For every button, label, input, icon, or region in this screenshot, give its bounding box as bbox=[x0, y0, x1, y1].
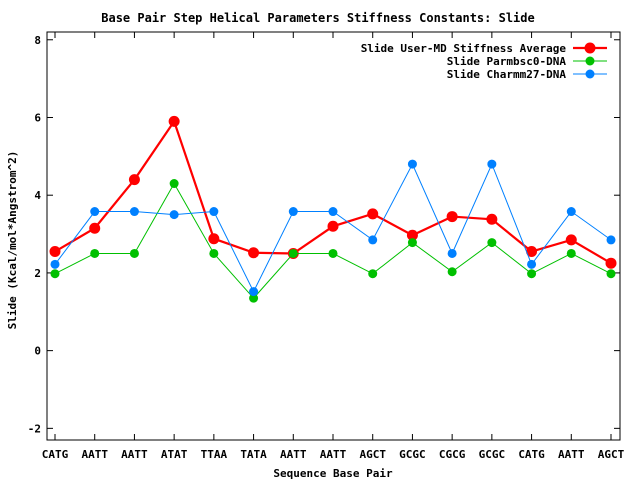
x-tick-label: AATT bbox=[121, 448, 148, 461]
data-point bbox=[49, 246, 61, 258]
data-point bbox=[368, 269, 378, 279]
data-point bbox=[249, 293, 259, 303]
data-point bbox=[288, 207, 298, 217]
data-point bbox=[248, 247, 260, 259]
data-point bbox=[249, 287, 259, 297]
data-point bbox=[406, 229, 418, 241]
x-axis-label: Sequence Base Pair bbox=[273, 467, 393, 480]
y-tick-label: -2 bbox=[28, 422, 41, 435]
data-point bbox=[169, 210, 179, 220]
legend-label: Slide Parmbsc0-DNA bbox=[447, 55, 567, 68]
x-tick-label: AATT bbox=[280, 448, 307, 461]
series-3 bbox=[50, 159, 616, 297]
data-point bbox=[209, 207, 219, 217]
data-point bbox=[487, 159, 497, 169]
y-tick-label: 8 bbox=[34, 34, 41, 47]
data-point bbox=[367, 208, 379, 220]
legend-label: Slide User-MD Stiffness Average bbox=[361, 42, 567, 55]
series-1 bbox=[49, 115, 617, 269]
y-axis: -2 0 2 4 6 8 bbox=[28, 34, 620, 435]
legend-marker bbox=[585, 69, 595, 79]
data-point bbox=[487, 238, 497, 248]
legend-marker bbox=[585, 56, 595, 66]
data-point bbox=[446, 211, 458, 223]
data-point bbox=[368, 235, 378, 245]
data-point bbox=[407, 238, 417, 248]
data-point bbox=[566, 248, 576, 258]
data-point bbox=[407, 159, 417, 169]
x-tick-label: ATAT bbox=[161, 448, 188, 461]
x-tick-label: TATA bbox=[240, 448, 267, 461]
data-point bbox=[129, 248, 139, 258]
data-point bbox=[50, 269, 60, 279]
y-tick-label: 0 bbox=[34, 345, 41, 358]
series-line bbox=[54, 182, 612, 299]
y-axis-label: Slide (Kcal/mol*Angstrom^2) bbox=[6, 151, 19, 330]
data-point bbox=[606, 269, 616, 279]
data-point bbox=[90, 207, 100, 217]
data-point bbox=[90, 248, 100, 258]
plot-border bbox=[46, 31, 621, 441]
data-point bbox=[129, 207, 139, 217]
x-tick-label: AGCT bbox=[598, 448, 625, 461]
data-point bbox=[565, 234, 577, 246]
data-point bbox=[89, 222, 101, 234]
series-2 bbox=[50, 179, 616, 303]
x-tick-label: AATT bbox=[558, 448, 585, 461]
data-point bbox=[288, 248, 298, 258]
data-point bbox=[527, 269, 537, 279]
data-point bbox=[328, 248, 338, 258]
data-point bbox=[128, 174, 140, 186]
x-tick-label: AATT bbox=[320, 448, 347, 461]
chart-title: Base Pair Step Helical Parameters Stiffn… bbox=[101, 11, 534, 25]
legend-marker bbox=[584, 42, 596, 54]
y-tick-label: 4 bbox=[34, 189, 41, 202]
data-point bbox=[566, 207, 576, 217]
data-point bbox=[526, 246, 538, 258]
data-point bbox=[606, 235, 616, 245]
x-tick-label: CGCG bbox=[439, 448, 466, 461]
data-point bbox=[328, 207, 338, 217]
x-tick-label: CATG bbox=[518, 448, 545, 461]
data-point bbox=[327, 220, 339, 232]
y-tick-label: 2 bbox=[34, 267, 41, 280]
y-tick-label: 6 bbox=[34, 111, 41, 124]
data-point bbox=[447, 248, 457, 258]
x-axis: CATG AATT AATT ATAT TTAA TATA AATT AATT AGCT GCGC… bbox=[42, 32, 625, 461]
x-tick-label: CATG bbox=[42, 448, 69, 461]
data-point bbox=[208, 233, 220, 245]
plot-area bbox=[46, 31, 621, 441]
data-point bbox=[527, 259, 537, 269]
data-point bbox=[447, 267, 457, 277]
series-layer bbox=[49, 115, 617, 303]
x-tick-label: AGCT bbox=[359, 448, 386, 461]
x-tick-label: AATT bbox=[81, 448, 108, 461]
x-tick-label: GCGC bbox=[399, 448, 426, 461]
data-point bbox=[209, 248, 219, 258]
x-tick-label: GCGC bbox=[479, 448, 506, 461]
x-tick-label: TTAA bbox=[201, 448, 228, 461]
data-point bbox=[169, 179, 179, 189]
data-point bbox=[605, 257, 617, 269]
data-point bbox=[168, 115, 180, 127]
data-point bbox=[486, 213, 498, 225]
legend-label: Slide Charmm27-DNA bbox=[447, 68, 567, 81]
data-point bbox=[50, 259, 60, 269]
series-line bbox=[54, 118, 612, 265]
